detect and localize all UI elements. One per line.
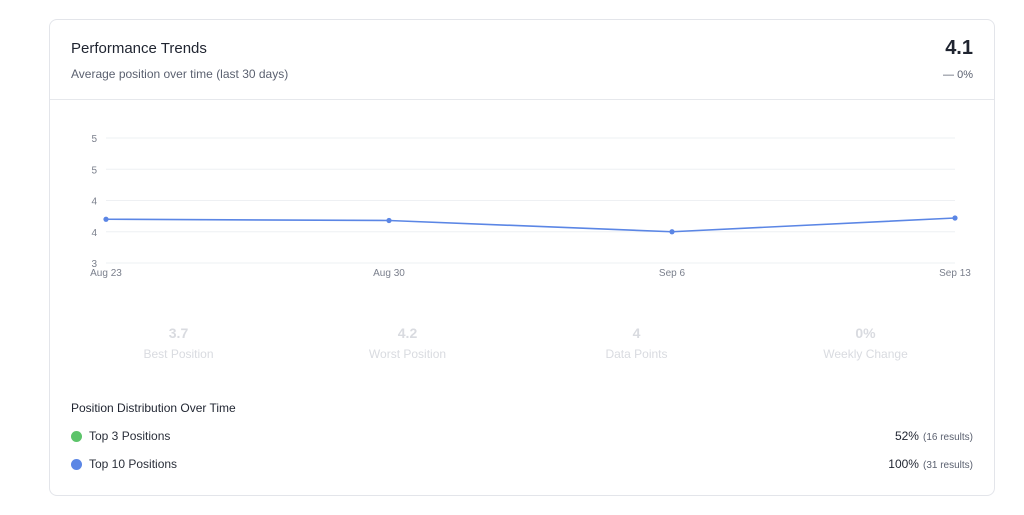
y-tick-label: 3 bbox=[91, 259, 97, 270]
stat-worst-position: 4.2 Worst Position bbox=[293, 325, 522, 361]
stat-best-position: 3.7 Best Position bbox=[64, 325, 293, 361]
distribution-count: (16 results) bbox=[922, 432, 973, 443]
data-point bbox=[103, 216, 109, 222]
stat-value: 4 bbox=[632, 325, 641, 341]
y-tick-label: 4 bbox=[91, 228, 97, 239]
distribution-value: 100% (31 results) bbox=[888, 457, 973, 471]
x-tick-label: Sep 6 bbox=[659, 268, 686, 279]
top3-dot-icon bbox=[71, 431, 82, 442]
x-tick-label: Aug 23 bbox=[90, 268, 122, 279]
data-point bbox=[669, 229, 675, 235]
distribution-percent: 100% bbox=[888, 457, 919, 471]
y-tick-label: 4 bbox=[91, 197, 97, 208]
stat-value: 3.7 bbox=[168, 325, 189, 341]
y-tick-label: 5 bbox=[91, 165, 97, 176]
data-point bbox=[952, 215, 958, 221]
card-title: Performance Trends bbox=[71, 40, 207, 57]
stat-label: Worst Position bbox=[368, 347, 447, 361]
distribution-value: 52% (16 results) bbox=[895, 429, 973, 443]
stat-weekly-change: 0% Weekly Change bbox=[751, 325, 980, 361]
distribution-row-top3: Top 3 Positions 52% (16 results) bbox=[71, 429, 973, 445]
stat-label: Best Position bbox=[143, 347, 214, 361]
distribution-count: (31 results) bbox=[922, 460, 973, 471]
stat-data-points: 4 Data Points bbox=[522, 325, 751, 361]
stat-label: Weekly Change bbox=[823, 347, 908, 361]
performance-card: Performance Trends Average position over… bbox=[49, 19, 995, 496]
distribution-title: Position Distribution Over Time bbox=[71, 401, 236, 415]
data-point bbox=[386, 217, 392, 224]
top10-dot-icon bbox=[71, 459, 82, 470]
average-position-value: 4.1 bbox=[945, 37, 973, 59]
stat-label: Data Points bbox=[605, 347, 668, 361]
y-tick-label: 5 bbox=[91, 134, 97, 145]
card-subtitle: Average position over time (last 30 days… bbox=[71, 67, 289, 81]
distribution-label: Top 3 Positions bbox=[89, 429, 171, 443]
distribution-label: Top 10 Positions bbox=[89, 457, 178, 471]
x-tick-label: Sep 13 bbox=[939, 268, 971, 279]
x-tick-label: Aug 30 bbox=[373, 268, 405, 279]
distribution-percent: 52% bbox=[894, 429, 919, 443]
stats-row: 3.7 Best Position 4.2 Worst Position 4 D… bbox=[64, 325, 980, 375]
stat-value: 4.2 bbox=[397, 325, 418, 341]
stat-value: 0% bbox=[855, 325, 876, 341]
card-header: Performance Trends Average position over… bbox=[50, 20, 994, 100]
series-line bbox=[105, 217, 956, 233]
distribution-row-top10: Top 10 Positions 100% (31 results) bbox=[71, 457, 973, 473]
change-indicator: — 0% bbox=[943, 69, 973, 81]
